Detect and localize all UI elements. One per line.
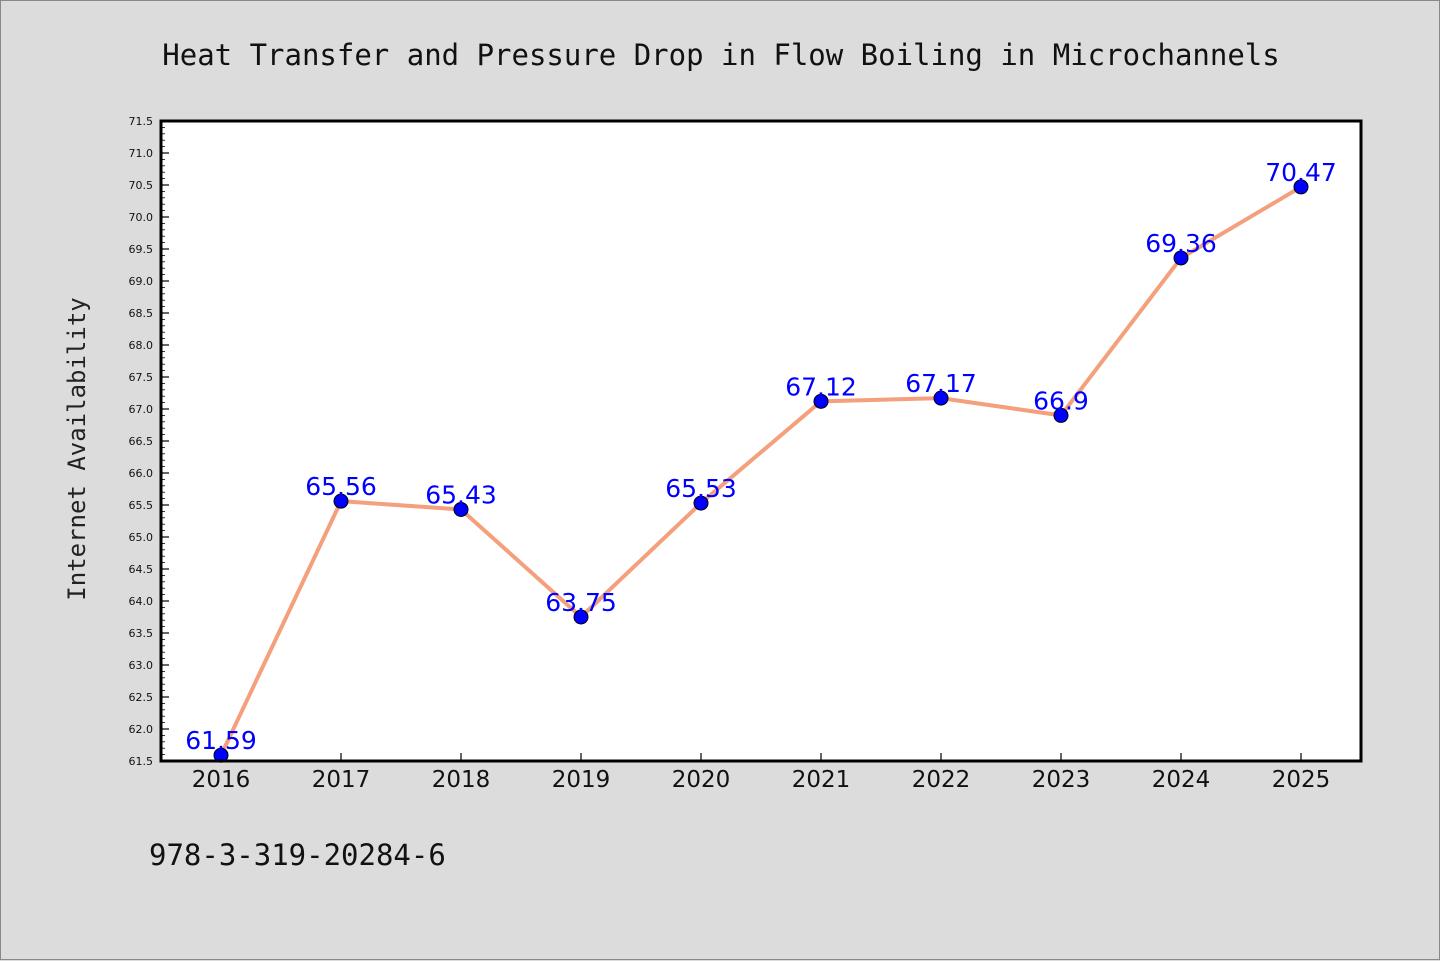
chart-title: Heat Transfer and Pressure Drop in Flow … [162, 38, 1279, 72]
data-point [1053, 407, 1069, 423]
isbn-footer: 978-3-319-20284-6 [149, 838, 446, 872]
y-tick-label: 64.5 [129, 563, 154, 576]
x-tick-label: 2018 [432, 767, 491, 793]
data-label: 63.75 [545, 588, 617, 617]
data-point [693, 495, 709, 511]
y-tick-label: 71.0 [129, 147, 154, 160]
data-point [453, 501, 469, 517]
plot-area [161, 121, 1361, 761]
y-tick-label: 71.5 [129, 115, 154, 128]
data-label: 67.17 [905, 369, 977, 398]
y-tick-label: 67.0 [129, 403, 154, 416]
y-tick-label: 62.0 [129, 723, 154, 736]
y-tick-label: 69.5 [129, 243, 154, 256]
y-tick-label: 65.0 [129, 531, 154, 544]
y-tick-label: 70.5 [129, 179, 154, 192]
y-tick-label: 63.0 [129, 659, 154, 672]
data-point [573, 609, 589, 625]
data-point [813, 393, 829, 409]
y-axis-ticks: 61.5 62.0 62.5 63.0 63.5 64.0 64.5 65.0 65.5 66.0… [129, 115, 169, 768]
series-line [219, 184, 1303, 758]
data-label: 65.56 [305, 472, 377, 501]
data-point [933, 390, 949, 406]
y-tick-label: 68.0 [129, 339, 154, 352]
data-label: 61.59 [185, 726, 257, 755]
y-tick-label: 63.5 [129, 627, 154, 640]
data-point [333, 493, 349, 509]
x-tick-label: 2025 [1272, 767, 1331, 793]
data-point [1293, 179, 1309, 195]
data-label: 67.12 [785, 372, 857, 401]
y-tick-label: 67.5 [129, 371, 154, 384]
y-axis-label: Internet Availability [63, 297, 91, 600]
x-tick-label: 2020 [672, 767, 731, 793]
x-tick-label: 2017 [312, 767, 371, 793]
series-layer: 61.59 65.56 65.43 63.75 65.53 67.12 67.17 66.9 6… [185, 158, 1337, 763]
x-tick-label: 2021 [792, 767, 851, 793]
data-point [1173, 250, 1189, 266]
y-tick-label: 69.0 [129, 275, 154, 288]
x-axis-ticks: 2016 2017 2018 2019 2020 2021 2022 2023 2024 2025 [192, 753, 1331, 793]
x-tick-label: 2019 [552, 767, 611, 793]
y-tick-label: 65.5 [129, 499, 154, 512]
data-label: 69.36 [1145, 229, 1217, 258]
y-tick-label: 66.0 [129, 467, 154, 480]
x-tick-label: 2022 [912, 767, 971, 793]
x-tick-label: 2023 [1032, 767, 1091, 793]
x-tick-label: 2024 [1152, 767, 1211, 793]
y-tick-label: 68.5 [129, 307, 154, 320]
x-tick-label: 2016 [192, 767, 251, 793]
y-tick-label: 62.5 [129, 691, 154, 704]
data-label: 65.43 [425, 480, 497, 509]
y-tick-label: 70.0 [129, 211, 154, 224]
y-tick-label: 61.5 [129, 755, 154, 768]
plot-border [159, 119, 1363, 763]
y-tick-label: 66.5 [129, 435, 154, 448]
y-tick-label: 64.0 [129, 595, 154, 608]
data-label: 66.9 [1033, 386, 1089, 415]
data-label: 65.53 [665, 474, 737, 503]
data-label: 70.47 [1265, 158, 1337, 187]
